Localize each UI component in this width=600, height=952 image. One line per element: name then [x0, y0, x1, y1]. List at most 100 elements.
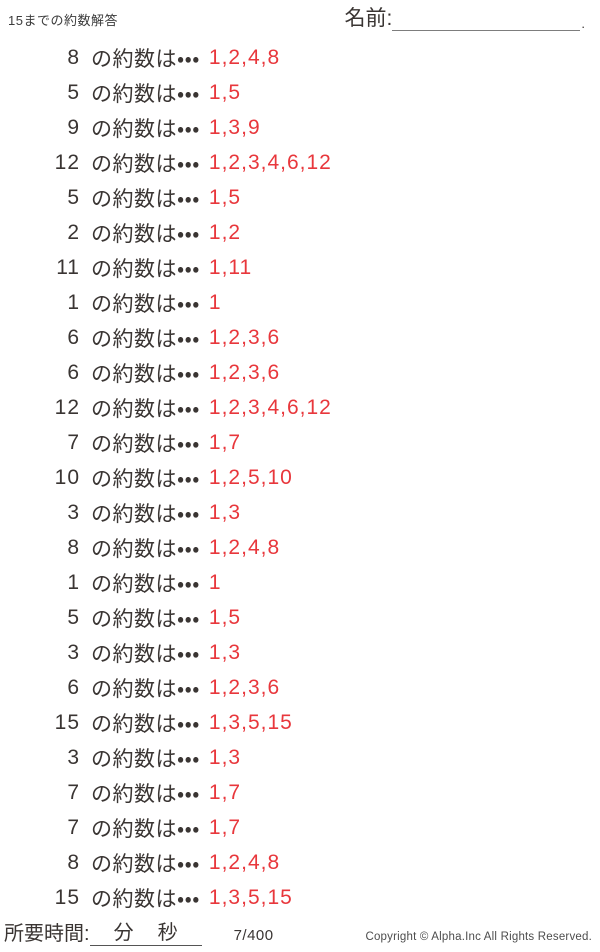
divisor-answer: 1,7: [208, 815, 242, 839]
divisor-label: の約数は・・・: [91, 747, 200, 771]
problem-number: 15: [54, 710, 80, 734]
problem-number: 7: [67, 815, 80, 839]
divisor-answer: 1,2,3,4,6,12: [208, 150, 332, 174]
problem-number: 7: [67, 430, 80, 454]
divisor-label: の約数は・・・: [91, 502, 200, 526]
problem-number: 8: [67, 45, 80, 69]
divisor-label: の約数は・・・: [91, 327, 200, 351]
problem-row: 7 の約数は・・・ 1,7: [0, 775, 600, 810]
problem-number: 3: [67, 500, 80, 524]
problem-number: 11: [56, 255, 80, 279]
problem-row: 1 の約数は・・・ 1: [0, 285, 600, 320]
divisor-answer: 1,2,4,8: [208, 850, 281, 874]
problem-number: 6: [67, 675, 80, 699]
divisor-label: の約数は・・・: [91, 432, 200, 456]
name-field: 名前: .: [345, 7, 585, 31]
problem-number: 8: [67, 535, 80, 559]
copyright: Copyright © Alpha.Inc All Rights Reserve…: [365, 931, 592, 943]
divisor-answer: 1,11: [208, 255, 253, 279]
footer: 所要時間: 分 秒 7/400 Copyright © Alpha.Inc Al…: [0, 920, 600, 952]
problem-row: 9 の約数は・・・ 1,3,9: [0, 110, 600, 145]
time-label: 所要時間:: [4, 923, 90, 945]
header: 15までの約数解答 名前: .: [0, 0, 600, 36]
divisor-answer: 1,5: [208, 80, 242, 104]
problem-row: 3 の約数は・・・ 1,3: [0, 495, 600, 530]
divisor-label: の約数は・・・: [91, 677, 200, 701]
problem-row: 11 の約数は・・・ 1,11: [0, 250, 600, 285]
problem-row: 6 の約数は・・・ 1,2,3,6: [0, 355, 600, 390]
divisor-answer: 1,2,3,4,6,12: [208, 395, 332, 419]
problem-number: 3: [67, 640, 80, 664]
divisor-answer: 1,3,5,15: [208, 710, 293, 734]
divisor-label: の約数は・・・: [91, 712, 200, 736]
divisor-answer: 1,5: [208, 185, 242, 209]
problem-number: 15: [54, 885, 80, 909]
problem-row: 6 の約数は・・・ 1,2,3,6: [0, 320, 600, 355]
problem-number: 1: [67, 290, 80, 314]
divisor-label: の約数は・・・: [91, 852, 200, 876]
problem-row: 8 の約数は・・・ 1,2,4,8: [0, 845, 600, 880]
divisor-answer: 1,2: [208, 220, 242, 244]
divisor-answer: 1,2,3,6: [208, 360, 281, 384]
problem-row: 8 の約数は・・・ 1,2,4,8: [0, 530, 600, 565]
problem-number: 2: [67, 220, 80, 244]
divisor-label: の約数は・・・: [91, 82, 200, 106]
divisor-label: の約数は・・・: [91, 117, 200, 141]
divisor-label: の約数は・・・: [91, 257, 200, 281]
problem-row: 7 の約数は・・・ 1,7: [0, 425, 600, 460]
divisor-answer: 1,3: [208, 745, 242, 769]
problem-row: 15 の約数は・・・ 1,3,5,15: [0, 705, 600, 740]
problem-number: 5: [67, 605, 80, 629]
seconds-label: 秒: [157, 922, 178, 944]
problem-row: 5 の約数は・・・ 1,5: [0, 180, 600, 215]
divisor-answer: 1,2,3,6: [208, 675, 281, 699]
problem-number: 6: [67, 325, 80, 349]
problem-number: 12: [54, 395, 80, 419]
problem-number: 3: [67, 745, 80, 769]
divisor-answer: 1,5: [208, 605, 242, 629]
divisor-label: の約数は・・・: [91, 817, 200, 841]
problem-row: 6 の約数は・・・ 1,2,3,6: [0, 670, 600, 705]
problem-number: 1: [67, 570, 80, 594]
divisor-label: の約数は・・・: [91, 397, 200, 421]
page-number: 7/400: [233, 927, 274, 944]
problem-row: 15 の約数は・・・ 1,3,5,15: [0, 880, 600, 915]
divisor-answer: 1,7: [208, 430, 242, 454]
divisor-label: の約数は・・・: [91, 607, 200, 631]
divisor-label: の約数は・・・: [91, 152, 200, 176]
divisor-answer: 1: [208, 290, 222, 314]
name-line-period: .: [581, 16, 585, 31]
divisor-label: の約数は・・・: [91, 467, 200, 491]
divisor-label: の約数は・・・: [91, 187, 200, 211]
divisor-label: の約数は・・・: [91, 47, 200, 71]
divisor-answer: 1,2,5,10: [208, 465, 293, 489]
problem-row: 5 の約数は・・・ 1,5: [0, 600, 600, 635]
problem-row: 3 の約数は・・・ 1,3: [0, 740, 600, 775]
time-input-line: 分 秒: [89, 916, 202, 946]
problems-list: 8 の約数は・・・ 1,2,4,8 5 の約数は・・・ 1,5 9 の約数は・・…: [0, 36, 600, 915]
name-input-line: [392, 8, 581, 31]
problem-number: 5: [67, 80, 80, 104]
divisor-answer: 1,7: [208, 780, 242, 804]
problem-number: 9: [67, 115, 80, 139]
problem-number: 10: [54, 465, 80, 489]
divisor-answer: 1,3,5,15: [208, 885, 293, 909]
divisor-answer: 1,3: [208, 640, 242, 664]
divisor-answer: 1,3: [208, 500, 242, 524]
problem-row: 3 の約数は・・・ 1,3: [0, 635, 600, 670]
divisor-answer: 1,2,4,8: [208, 45, 281, 69]
name-label: 名前:: [344, 7, 393, 30]
problem-row: 5 の約数は・・・ 1,5: [0, 75, 600, 110]
problem-row: 12 の約数は・・・ 1,2,3,4,6,12: [0, 145, 600, 180]
problem-number: 8: [67, 850, 80, 874]
divisor-label: の約数は・・・: [91, 782, 200, 806]
minutes-label: 分: [113, 922, 134, 944]
problem-number: 12: [54, 150, 80, 174]
divisor-label: の約数は・・・: [91, 887, 200, 911]
problem-number: 7: [67, 780, 80, 804]
problem-number: 6: [67, 360, 80, 384]
divisor-answer: 1: [208, 570, 222, 594]
divisor-label: の約数は・・・: [91, 362, 200, 386]
problem-row: 10 の約数は・・・ 1,2,5,10: [0, 460, 600, 495]
